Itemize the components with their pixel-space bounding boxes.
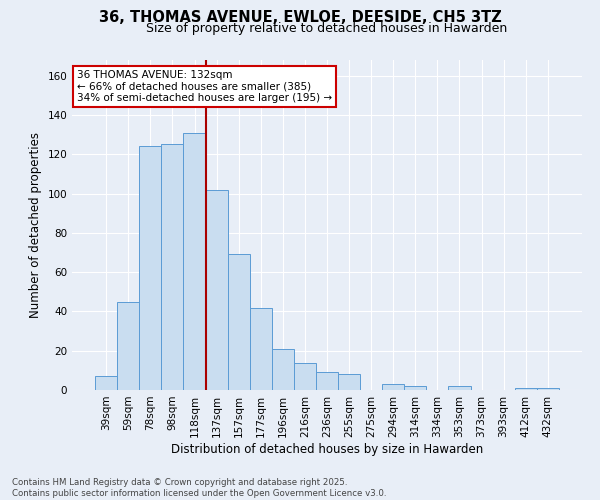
Bar (338, 374, 360, 390)
Bar (294, 362, 316, 390)
Bar (316, 372, 338, 390)
Bar (515, 388, 537, 390)
Bar (272, 349, 294, 390)
Text: Contains HM Land Registry data © Crown copyright and database right 2025.
Contai: Contains HM Land Registry data © Crown c… (12, 478, 386, 498)
Bar (404, 386, 427, 390)
Bar (117, 302, 139, 390)
Bar (448, 386, 470, 390)
Bar (206, 190, 227, 390)
Bar (537, 388, 559, 390)
Bar (250, 308, 272, 390)
Bar (139, 146, 161, 390)
Bar (95, 376, 117, 390)
Y-axis label: Number of detached properties: Number of detached properties (29, 132, 42, 318)
Title: Size of property relative to detached houses in Hawarden: Size of property relative to detached ho… (146, 22, 508, 35)
Bar (184, 132, 206, 390)
Bar (161, 144, 184, 390)
Bar (382, 384, 404, 390)
Bar (227, 254, 250, 390)
Text: 36 THOMAS AVENUE: 132sqm
← 66% of detached houses are smaller (385)
34% of semi-: 36 THOMAS AVENUE: 132sqm ← 66% of detach… (77, 70, 332, 103)
X-axis label: Distribution of detached houses by size in Hawarden: Distribution of detached houses by size … (171, 442, 483, 456)
Text: 36, THOMAS AVENUE, EWLOE, DEESIDE, CH5 3TZ: 36, THOMAS AVENUE, EWLOE, DEESIDE, CH5 3… (98, 10, 502, 25)
